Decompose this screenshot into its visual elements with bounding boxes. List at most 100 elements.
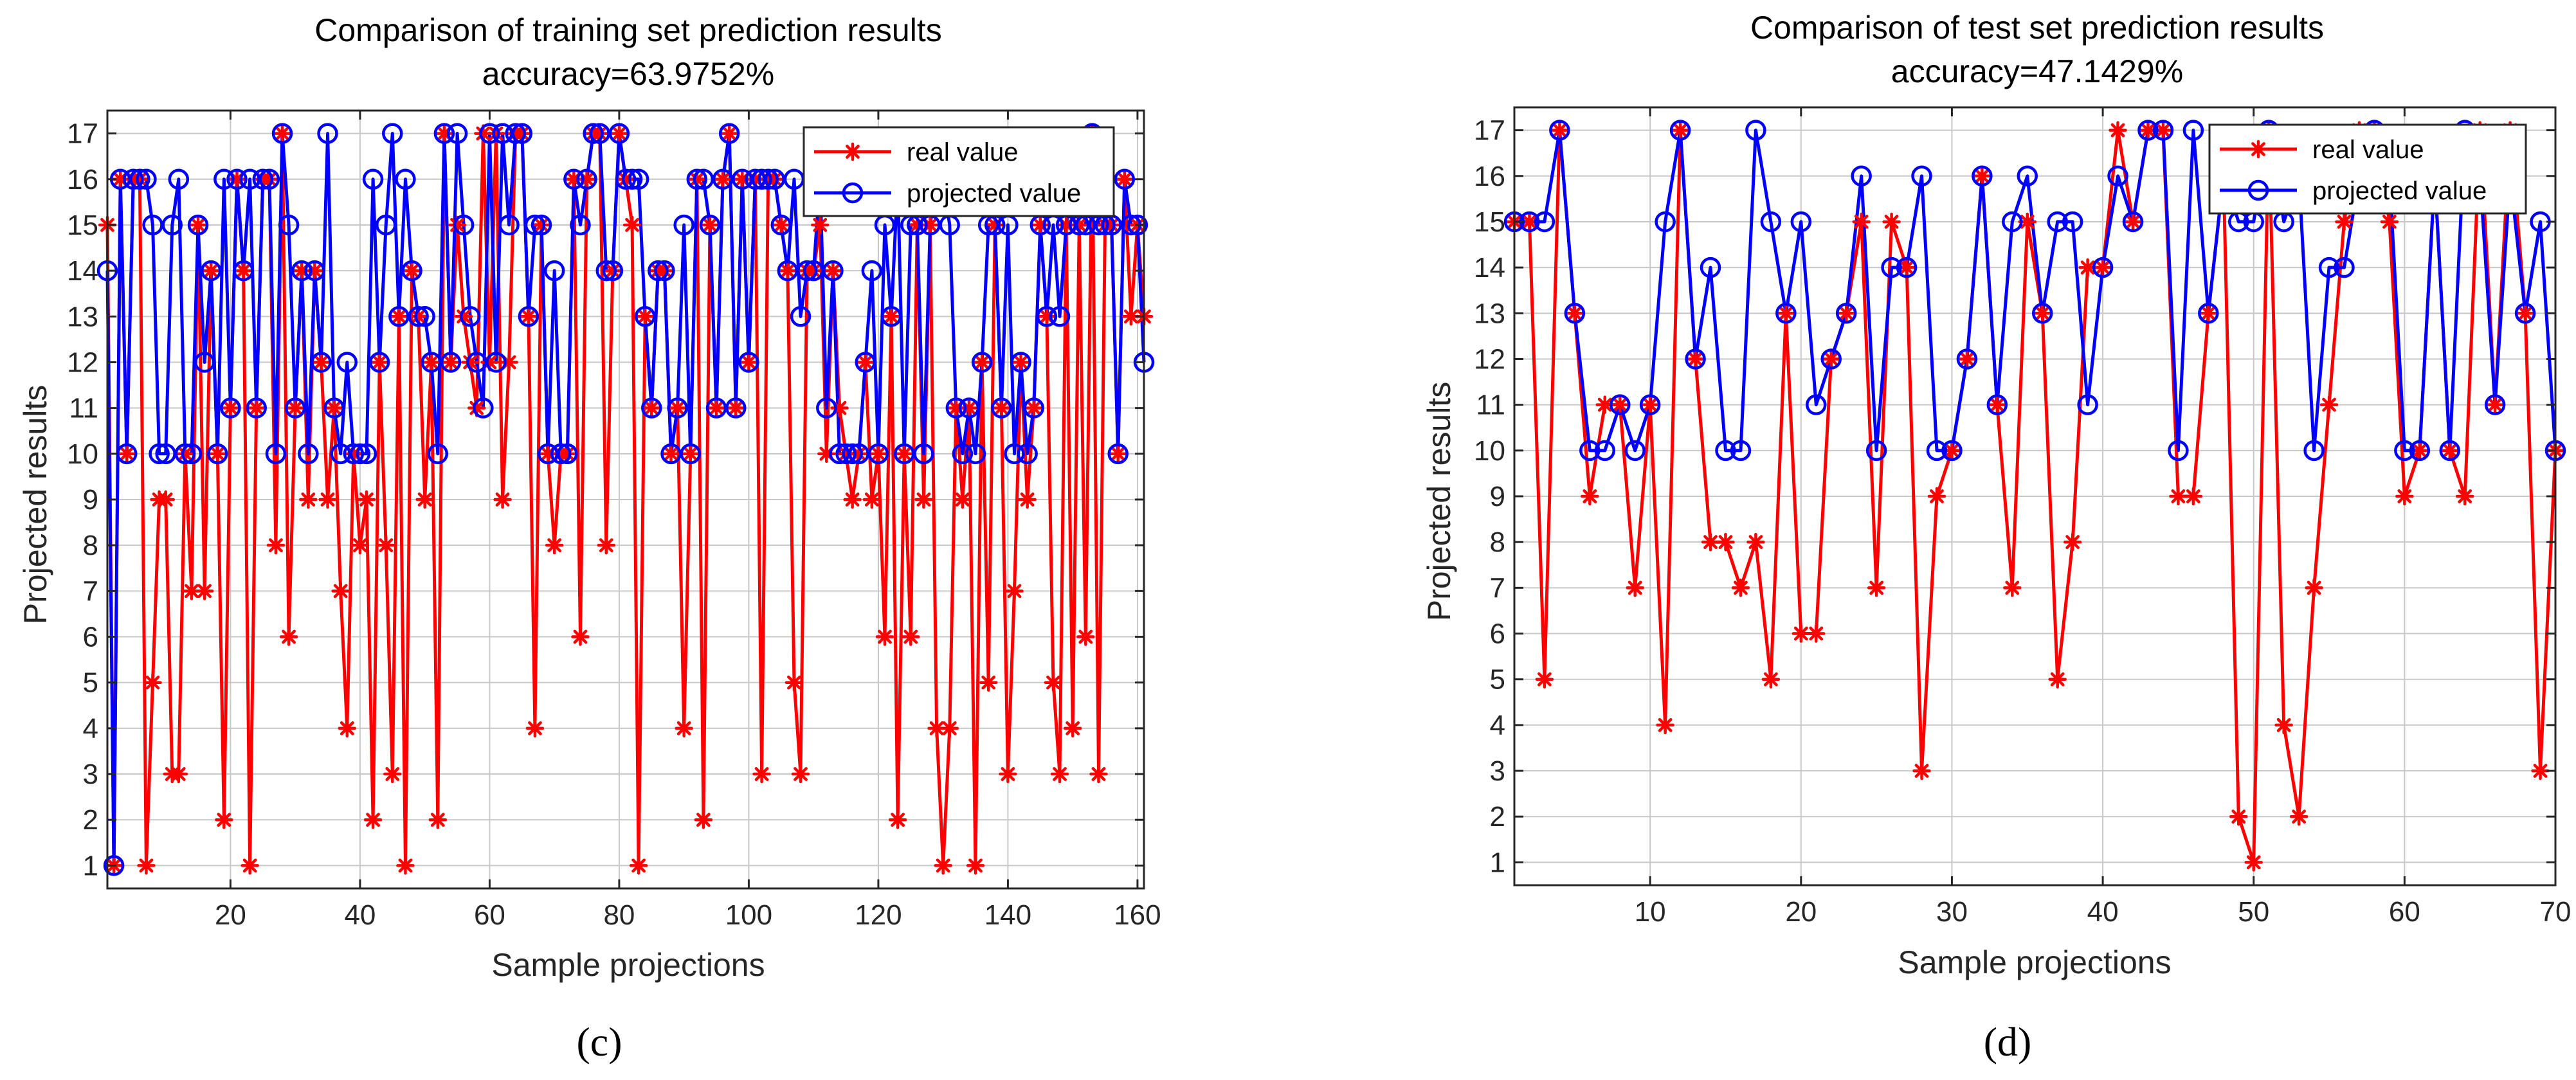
y-tick-label: 5 <box>83 667 98 699</box>
projected-value-point <box>220 397 241 419</box>
real-value-point <box>953 490 972 509</box>
projected-value-point <box>796 260 818 282</box>
real-value-point <box>1746 532 1765 552</box>
projected-value-point <box>356 443 377 465</box>
real-value-point <box>188 215 208 235</box>
projected-value-point <box>1926 440 1948 462</box>
projected-value-point <box>686 168 708 190</box>
projected-value-point <box>1127 214 1148 236</box>
real-value-point <box>934 856 952 875</box>
projected-value-point <box>1594 440 1616 462</box>
projected-value-point <box>2152 120 2174 141</box>
real-value-point <box>279 627 298 646</box>
real-value-point <box>1063 719 1082 738</box>
projected-value-point <box>304 260 325 282</box>
real-value-point <box>2033 304 2052 323</box>
projected-value-point <box>524 214 546 236</box>
real-value-point <box>824 261 842 280</box>
real-value-point <box>1822 350 1840 368</box>
real-value-point <box>1109 444 1127 464</box>
y-tick-label: 10 <box>1474 435 1505 467</box>
real-value-point <box>1050 764 1069 784</box>
real-value-point <box>1973 166 1991 186</box>
projected-value-point <box>200 260 222 282</box>
projected-value-point <box>971 352 993 373</box>
x-tick-label: 160 <box>1114 899 1161 931</box>
real-value-point <box>966 856 985 875</box>
projected-value-point <box>1956 348 1978 370</box>
real-value-point <box>2274 716 2293 735</box>
projected-value-point <box>2334 256 2355 278</box>
real-value-point <box>869 444 888 464</box>
legend: real value projected value <box>803 126 1115 217</box>
real-value-point <box>791 764 810 784</box>
projected-value-point <box>1881 256 1902 278</box>
real-value-point <box>1777 304 1795 323</box>
real-value-point <box>720 124 739 143</box>
projected-value-point <box>952 443 974 465</box>
real-value-point <box>2169 487 2188 506</box>
projected-value-point <box>583 123 604 144</box>
projected-value-point <box>1114 168 1136 190</box>
projected-value-point <box>265 443 287 465</box>
real-value-point <box>137 856 156 875</box>
projected-value-point <box>880 306 902 327</box>
projected-value-point <box>2182 120 2204 141</box>
projected-value-point <box>965 443 986 465</box>
real-value-point <box>363 810 383 829</box>
real-value-point <box>2319 395 2339 414</box>
real-value-point <box>2516 304 2535 323</box>
legend-marker-glyph <box>842 182 864 204</box>
real-value-point <box>396 856 415 875</box>
projected-value-point <box>1609 394 1631 415</box>
real-value-point <box>2093 258 2112 277</box>
projected-value-point <box>2409 440 2431 462</box>
projected-value-point <box>1534 211 1556 233</box>
projected-value-point <box>129 168 150 190</box>
projected-value-point <box>433 123 455 144</box>
real-value-point <box>1852 212 1871 231</box>
panel-label: (c) <box>576 1019 622 1065</box>
real-value-point <box>668 399 687 417</box>
projected-value-point <box>336 352 358 373</box>
projected-value-point <box>1700 256 1721 278</box>
projected-value-point <box>1023 397 1044 419</box>
projected-value-point <box>181 443 203 465</box>
y-tick-label: 8 <box>83 530 98 561</box>
real-value-point <box>1115 170 1134 189</box>
y-tick-label: 15 <box>67 210 98 241</box>
projected-value-point <box>1806 394 1827 415</box>
projected-value-point <box>1549 120 1570 141</box>
y-tick-label: 13 <box>1474 298 1505 329</box>
real-value-point <box>357 490 376 509</box>
projected-value-point <box>608 123 630 144</box>
projected-value-point <box>1624 440 1646 462</box>
real-value-point <box>390 307 408 326</box>
real-value-point <box>662 444 680 464</box>
projected-value-point <box>375 214 397 236</box>
real-value-point <box>221 399 240 417</box>
real-value-point <box>888 810 907 829</box>
y-tick-label: 2 <box>1490 801 1505 833</box>
legend-marker-glyph <box>843 142 862 161</box>
real-value-point <box>2063 532 2082 552</box>
projected-value-point <box>550 443 572 465</box>
y-tick-label: 6 <box>83 622 98 653</box>
projected-value-point <box>1579 440 1601 462</box>
projected-value-point <box>518 306 540 327</box>
real-value-point <box>1550 121 1569 140</box>
projected-value-point <box>2047 211 2068 233</box>
y-tick-label: 11 <box>1476 390 1505 421</box>
projected-value-point <box>570 214 591 236</box>
projected-value-point <box>149 443 170 465</box>
projected-value-point <box>563 168 585 190</box>
real-value-point <box>545 536 564 555</box>
x-axis-label: Sample projections <box>491 947 765 983</box>
y-tick-label: 5 <box>1490 664 1505 696</box>
projected-value-point <box>343 443 365 465</box>
real-value-point <box>299 490 318 509</box>
projected-value-point <box>473 397 494 419</box>
projected-value-point <box>382 123 403 144</box>
projected-value-point <box>2168 440 2189 462</box>
y-tick-label: 3 <box>1490 755 1505 787</box>
